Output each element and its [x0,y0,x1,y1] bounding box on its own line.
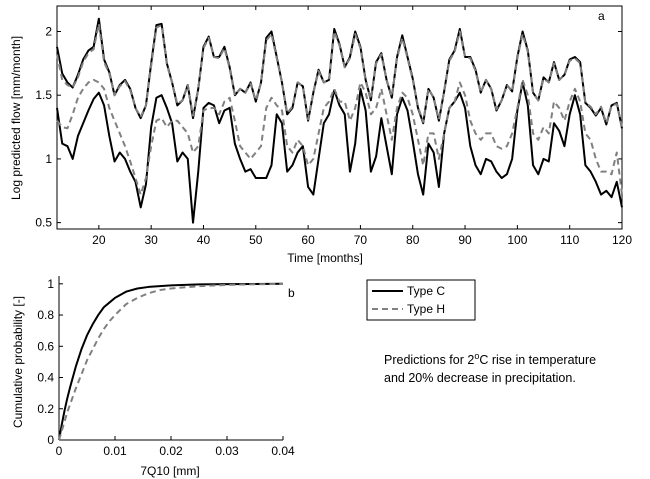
time-series-panel: 20 30 40 50 60 70 80 90 100 110 120 0.5 1 1.5 2 [35,5,632,247]
x-tick-label: 50 [249,233,263,247]
x-tick-label: 0 [56,444,63,458]
legend-box [366,279,476,321]
panel-a-ylabel: Log predicted flow [mm/month] [9,36,23,200]
series-line-dashed-3 [56,78,623,196]
panel-a-xlabel: Time [months] [287,251,363,265]
y-tick-label: 1 [47,277,54,291]
panel-b-label: b [288,286,295,300]
panel-b-xlabel: 7Q10 [mm] [140,464,199,478]
annotation-line1-suffix: C rise in temperature [479,353,597,367]
x-tick-label: 100 [507,233,527,247]
legend-label-type-h: Type H [407,302,445,316]
y-tick-label: 0.5 [35,216,52,230]
plot-frame [56,5,623,230]
x-tick-label: 0.04 [271,444,295,458]
x-tick-label: 0.02 [159,444,183,458]
y-tick-label: 0.4 [37,371,54,385]
legend: Type C Type H [366,279,476,321]
x-tick-label: 0.03 [215,444,239,458]
y-tick-label: 0.8 [37,308,54,322]
y-tick-label: 1 [45,152,52,166]
x-tick-label: 0.01 [103,444,127,458]
x-tick-label: 80 [406,233,420,247]
panel-a-label: a [598,9,605,23]
x-tick-label: 120 [612,233,632,247]
legend-label-type-c: Type C [407,284,445,298]
y-tick-label: 0 [47,433,54,447]
x-tick-label: 30 [144,233,158,247]
y-tick-label: 2 [45,24,52,38]
x-tick-label: 60 [301,233,315,247]
panel-b-ylabel: Cumulative probability [-] [11,296,25,428]
series-line-solid-1 [56,81,623,224]
series-line-dashed-2 [56,22,623,128]
x-tick-label: 20 [92,233,106,247]
degree-sup: o [474,350,480,361]
x-tick-label: 110 [560,233,579,247]
annotation-line1-prefix: Predictions for 2 [384,353,475,367]
x-tick-label: 70 [354,233,368,247]
series-line-type-c [58,282,284,441]
series-line-solid-0 [56,17,623,129]
x-tick-label: 90 [458,233,472,247]
y-tick-label: 0.2 [37,402,54,416]
series-line-type-h [58,282,284,441]
y-tick-label: 1.5 [35,88,52,102]
y-tick-label: 0.6 [37,339,54,353]
cdf-panel: 0 0.01 0.02 0.03 0.04 0 0.2 0.4 0.6 0.8 1 [37,276,295,458]
x-tick-label: 40 [197,233,211,247]
annotation-line2: and 20% decrease in precipitation. [384,371,576,385]
scenario-annotation: Predictions for 2oC rise in temperature … [384,351,646,387]
